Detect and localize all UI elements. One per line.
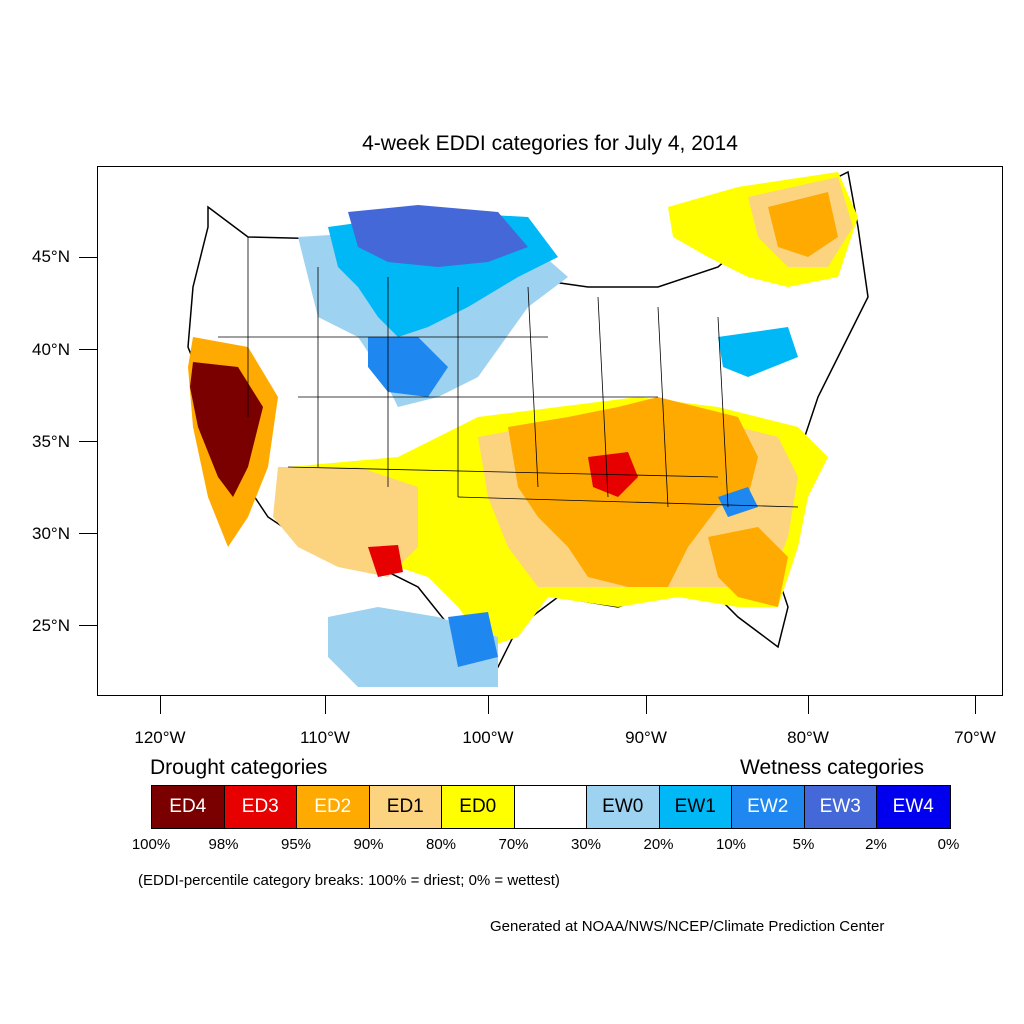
legend-cell-ew0: EW0 (587, 786, 660, 828)
lon-tick (160, 696, 161, 714)
legend-cell-ed2: ED2 (297, 786, 370, 828)
lat-label-35: 35°N (32, 432, 70, 451)
legend-break-label: 70% (498, 836, 529, 853)
conus-eddi-map (187, 170, 869, 687)
legend-cell-ew4: EW4 (877, 786, 950, 828)
lon-tick (646, 696, 647, 714)
lat-label-25: 25°N (32, 616, 70, 635)
lon-label-120: 120°W (134, 728, 186, 747)
lon-tick (808, 696, 809, 714)
map-title: 4-week EDDI categories for July 4, 2014 (362, 132, 738, 155)
lon-tick (325, 696, 326, 714)
lat-tick (79, 441, 97, 442)
state-boundaries (218, 237, 799, 508)
lon-label-100: 100°W (462, 728, 514, 747)
wetness-heading: Wetness categories (740, 756, 925, 779)
legend-break-label: 90% (353, 836, 384, 853)
lat-tick (79, 349, 97, 350)
lon-label-110: 110°W (300, 728, 350, 747)
lat-label-30: 30°N (32, 524, 70, 543)
region-ed2-northeast (768, 192, 838, 257)
region-ed4-california (190, 362, 263, 497)
legend-break-label: 98% (208, 836, 239, 853)
region-ew1-texas (448, 612, 498, 667)
legend-break-label: 80% (425, 836, 457, 853)
lon-tick (488, 696, 489, 714)
legend-break-label: 2% (865, 836, 887, 853)
legend-cell-ed3: ED3 (224, 786, 297, 828)
lon-label-90: 90°W (625, 728, 667, 747)
legend-break-label: 10% (715, 836, 747, 853)
legend-cell-ed1: ED1 (369, 786, 442, 828)
map-frame (97, 166, 1003, 696)
lat-tick (79, 625, 97, 626)
region-ed2-central (508, 397, 758, 587)
legend-cell-ew2: EW2 (732, 786, 805, 828)
lat-label-45: 45°N (32, 247, 70, 266)
category-legend: ED4 ED3 ED2 ED1 ED0 EW0 EW1 EW2 EW3 EW4 (151, 785, 951, 829)
legend-break-label: 0% (937, 836, 960, 853)
lon-label-70: 70°W (954, 728, 996, 747)
legend-cell-ew3: EW3 (804, 786, 877, 828)
legend-break-label: 95% (280, 836, 312, 853)
region-ew3-north (348, 205, 528, 267)
credit-line: Generated at NOAA/NWS/NCEP/Climate Predi… (490, 918, 885, 935)
legend-cell-ew1: EW1 (659, 786, 732, 828)
legend-break-label: 20% (643, 836, 674, 853)
region-ew1-lakes (718, 327, 798, 377)
lat-label-40: 40°N (32, 340, 70, 359)
lat-tick (79, 533, 97, 534)
lon-label-80: 80°W (787, 728, 829, 747)
legend-break-label: 30% (570, 836, 602, 853)
legend-cell-ed4: ED4 (152, 786, 225, 828)
legend-break-label: 100% (131, 836, 171, 853)
drought-heading: Drought categories (150, 756, 328, 779)
region-ed3-nm (368, 545, 403, 577)
legend-break-label: 5% (792, 836, 815, 853)
lon-tick (975, 696, 976, 714)
legend-cell-neutral (514, 786, 587, 828)
legend-note: (EDDI-percentile category breaks: 100% =… (138, 872, 560, 889)
region-ew1-southeast (718, 487, 758, 517)
region-ed2-southeast (708, 527, 788, 607)
legend-cell-ed0: ED0 (442, 786, 515, 828)
lat-tick (79, 257, 97, 258)
